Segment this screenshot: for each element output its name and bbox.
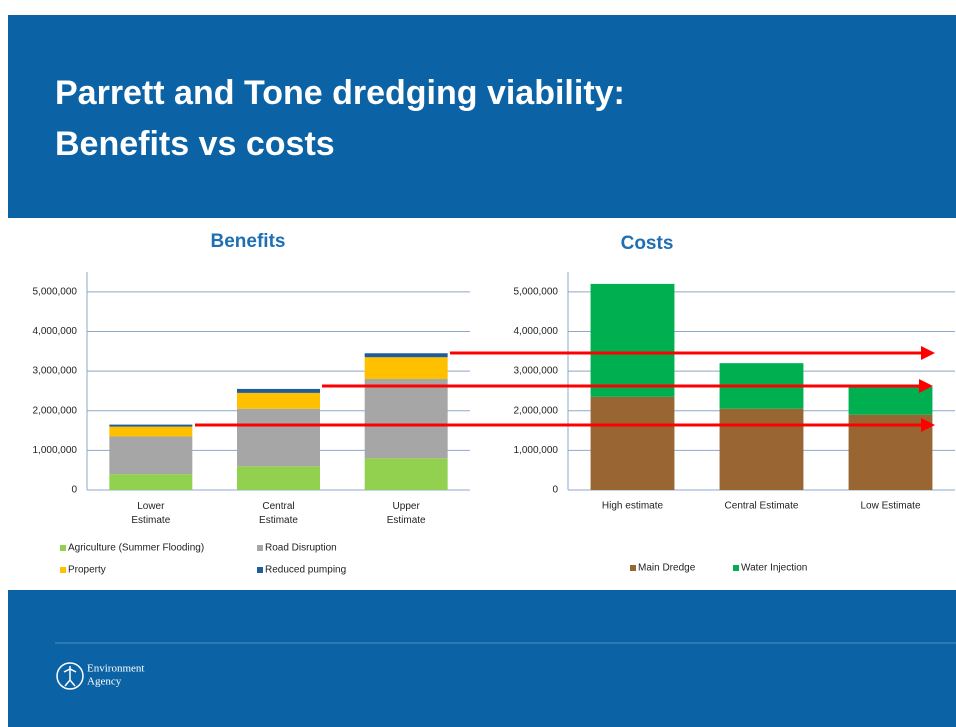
bar-segment xyxy=(237,408,320,467)
chart-title: Benefits xyxy=(211,231,286,252)
y-tick-label: 2,000,000 xyxy=(514,405,559,416)
y-tick-label: 1,000,000 xyxy=(33,445,78,456)
logo-icon xyxy=(56,662,84,690)
bar-segment xyxy=(364,353,448,358)
comparison-arrows xyxy=(195,346,935,432)
header-band xyxy=(8,15,956,218)
y-tick-label: 0 xyxy=(552,485,558,496)
arrow-head xyxy=(919,379,933,393)
bar-segment xyxy=(237,388,320,393)
legend-label: Reduced pumping xyxy=(265,565,346,576)
x-tick-label: Central Estimate xyxy=(259,501,298,526)
charts: Benefits 0 1,000,000 2,000,000 3,000,000 4,00… xyxy=(33,231,955,576)
logo-text: Environment xyxy=(87,663,144,675)
x-tick-label: Upper Estimate xyxy=(387,501,426,526)
legend-swatch xyxy=(733,565,739,571)
legend-swatch xyxy=(630,565,636,571)
y-tick-label: 0 xyxy=(71,485,77,496)
x-tick-label: Low Estimate xyxy=(860,501,920,512)
bar-segment xyxy=(109,426,193,437)
logo-text: Agency xyxy=(87,676,122,688)
x-tick-label: Central Estimate xyxy=(725,501,799,512)
footer-band xyxy=(8,590,956,727)
legend-label: Agriculture (Summer Flooding) xyxy=(68,543,204,554)
bar-segment xyxy=(364,379,448,459)
bar-segment xyxy=(590,396,675,490)
y-tick-label: 1,000,000 xyxy=(514,445,559,456)
x-tick-label: High estimate xyxy=(602,501,664,512)
slide-title: Parrett and Tone dredging viability: xyxy=(55,74,625,112)
legend-swatch xyxy=(60,545,66,551)
x-tick-label: Lower Estimate xyxy=(131,501,170,526)
bar-segment xyxy=(848,386,933,415)
chart-title: Costs xyxy=(621,233,674,254)
bar-segment xyxy=(590,283,675,397)
bar-segment xyxy=(109,436,193,475)
bar-segment xyxy=(237,466,320,490)
legend-label: Water Injection xyxy=(741,563,807,574)
y-tick-label: 4,000,000 xyxy=(33,326,78,337)
slide-title: Benefits vs costs xyxy=(55,125,335,163)
legend-swatch xyxy=(257,545,263,551)
logo-icon xyxy=(63,666,77,687)
arrow-head xyxy=(921,418,935,432)
y-tick-label: 5,000,000 xyxy=(514,286,559,297)
legend-swatch xyxy=(60,567,66,573)
bar-segment xyxy=(237,392,320,409)
bar-segment xyxy=(848,414,933,490)
y-tick-label: 4,000,000 xyxy=(514,326,559,337)
bar-segment xyxy=(719,408,804,490)
bar-segment xyxy=(109,424,193,427)
y-tick-label: 3,000,000 xyxy=(33,366,78,377)
legend-swatch xyxy=(257,567,263,573)
y-tick-label: 5,000,000 xyxy=(33,286,78,297)
bar-segment xyxy=(364,458,448,490)
legend-label: Main Dredge xyxy=(638,563,696,574)
legend-label: Road Disruption xyxy=(265,543,337,554)
bar-segment xyxy=(364,357,448,380)
y-tick-label: 2,000,000 xyxy=(33,405,78,416)
legend-label: Property xyxy=(68,565,106,576)
arrow-head xyxy=(921,346,935,360)
bar-segment xyxy=(109,474,193,490)
y-tick-label: 3,000,000 xyxy=(514,366,559,377)
